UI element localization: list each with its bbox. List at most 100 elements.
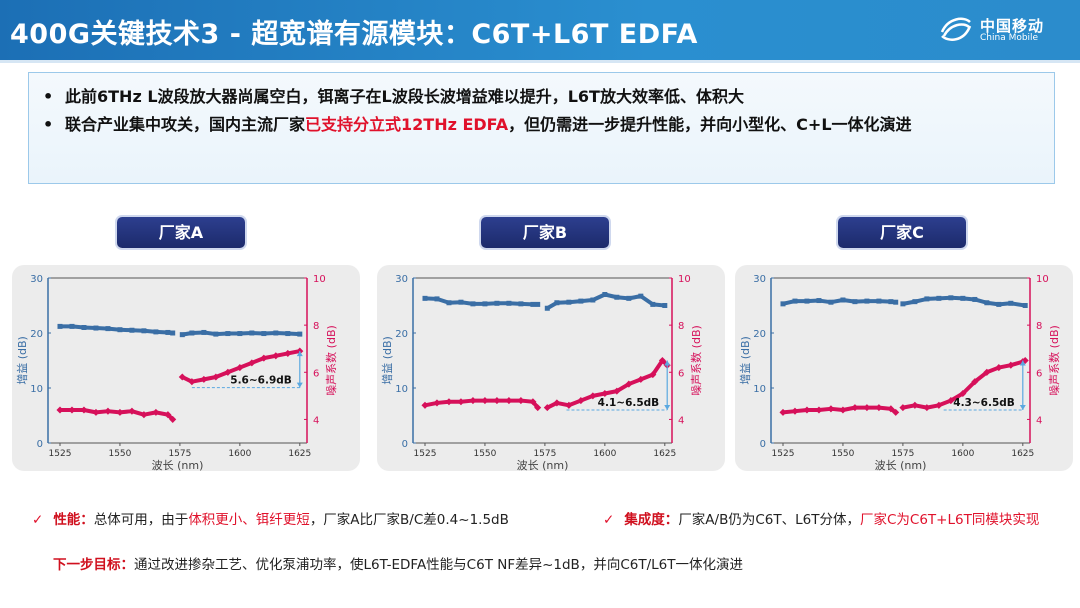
nf-point [971, 378, 979, 386]
x-tick-label: 1575 [168, 449, 191, 459]
y-tick-label: 0 [402, 439, 408, 450]
gain-point [273, 330, 279, 336]
gain-point [650, 301, 656, 307]
nf-point [613, 387, 621, 395]
bullet-highlight: 已支持分立式12THz EDFA [305, 115, 509, 134]
nf-point [92, 408, 100, 416]
check-icon: ✓ [603, 512, 615, 528]
note-text: ，厂家A比厂家B/C差0.4~1.5dB [309, 512, 509, 528]
check-icon: ✓ [32, 512, 44, 528]
y-tick-label: 30 [30, 274, 43, 285]
x-axis-label: 波长 (nm) [517, 459, 569, 471]
nf-point [923, 404, 931, 412]
bullet-item: • 此前6THz L波段放大器尚属空白，铒离子在L波段长波增益难以提升，L6T放大… [43, 83, 1040, 111]
gain-point [494, 300, 500, 306]
note-label: 下一步目标： [53, 557, 134, 573]
nf-point [116, 408, 124, 416]
gain-point [261, 331, 267, 337]
nf-point [445, 398, 453, 406]
gain-point [506, 300, 512, 306]
nf-point [1007, 361, 1015, 369]
nf-point [517, 397, 525, 405]
gain-point [57, 323, 63, 329]
bullet-item: • 联合产业集中攻关，国内主流厂家已支持分立式12THz EDFA，但仍需进一步提… [43, 115, 912, 134]
gain-point [482, 301, 488, 307]
x-tick-label: 1625 [1011, 449, 1034, 459]
note-label: 集成度： [624, 512, 679, 528]
x-tick-label: 1625 [288, 449, 311, 459]
nf-point [505, 397, 513, 405]
y2-tick-label: 8 [678, 321, 684, 332]
gain-point [924, 296, 930, 302]
summary-box: • 此前6THz L波段放大器尚属空白，铒离子在L波段长波增益难以提升，L6T放大… [28, 72, 1055, 184]
y-tick-label: 30 [395, 274, 408, 285]
nf-point [649, 371, 657, 379]
logo-text-cn: 中国移动 [980, 17, 1045, 35]
gain-point [996, 301, 1002, 307]
y-tick-label: 10 [30, 384, 43, 395]
gain-point [165, 329, 171, 335]
y-tick-label: 20 [30, 329, 43, 340]
china-mobile-logo: 中国移动 China Mobile [938, 14, 1073, 46]
nf-point [815, 406, 823, 414]
nf-point [104, 407, 112, 415]
nf-point [469, 397, 477, 405]
gain-point [544, 305, 550, 311]
nf-point [481, 397, 489, 405]
gain-point [213, 331, 219, 337]
y2-tick-label: 4 [313, 415, 319, 426]
y2-tick-label: 4 [678, 415, 684, 426]
nf-point [959, 389, 967, 398]
gain-point [876, 298, 882, 304]
nf-point [839, 406, 847, 414]
gain-point [590, 297, 596, 303]
y2-tick-label: 6 [1036, 368, 1042, 379]
nf-point [863, 404, 871, 412]
y-tick-label: 10 [753, 384, 766, 395]
china-mobile-logo-icon [940, 17, 972, 41]
nf-point [779, 408, 787, 416]
gain-point [285, 331, 291, 337]
nf-point [272, 352, 280, 360]
chart-svg: 1525 1550 1575 1600 1625 0 10 20 30 4 6 8 10 波长 (nm) 增… [380, 274, 703, 471]
nf-point [169, 415, 177, 423]
nf-point [827, 405, 835, 413]
nf-point [56, 406, 64, 414]
note-next-step: 下一步目标：通过改进掺杂工艺、优化泵浦功率，使L6T-EDFA性能与C6T NF… [53, 553, 743, 573]
nf-point [875, 404, 883, 412]
gain-point [1008, 300, 1014, 306]
gain-point [470, 301, 476, 307]
nf-point [601, 389, 609, 398]
gain-point [446, 300, 452, 306]
gain-point [530, 301, 536, 307]
gain-point [117, 327, 123, 333]
note-label: 性能： [53, 512, 94, 528]
gain-point [864, 298, 870, 304]
gain-point [893, 299, 899, 305]
note-highlight: 体积更小、铒纤更短 [188, 512, 310, 528]
gain-point [972, 296, 978, 302]
nf-point [457, 398, 465, 406]
gain-point [170, 330, 176, 336]
x-tick-label: 1600 [951, 449, 974, 459]
vendor-b-label: 厂家B [481, 217, 609, 248]
x-tick-label: 1550 [831, 449, 854, 459]
x-tick-label: 1600 [228, 449, 251, 459]
annotation-label: 4.3~6.5dB [953, 397, 1015, 409]
x-axis-label: 波长 (nm) [875, 459, 927, 471]
gain-point [602, 292, 608, 297]
gain-point [554, 300, 560, 306]
chart-vendor-c: 1525 1550 1575 1600 1625 0 10 20 30 4 6 8 10 波长 (nm) 增… [735, 265, 1073, 471]
chart-vendor-a: 1525 1550 1575 1600 1625 0 10 20 30 4 6 8 10 波长 (nm) 增… [12, 265, 360, 471]
gain-point [297, 331, 303, 337]
gain-point [792, 298, 798, 304]
nf-point [296, 347, 304, 355]
arrowhead-icon [1019, 360, 1026, 410]
y2-tick-label: 8 [313, 321, 319, 332]
note-text: 厂家A/B仍为C6T、L6T分体， [678, 512, 860, 528]
nf-point [68, 406, 76, 414]
chart-svg: 1525 1550 1575 1600 1625 0 10 20 30 4 6 8 10 波长 (nm) 增… [15, 274, 338, 471]
gain-point [852, 299, 858, 305]
x-tick-label: 1550 [473, 449, 496, 459]
nf-point [284, 349, 292, 357]
